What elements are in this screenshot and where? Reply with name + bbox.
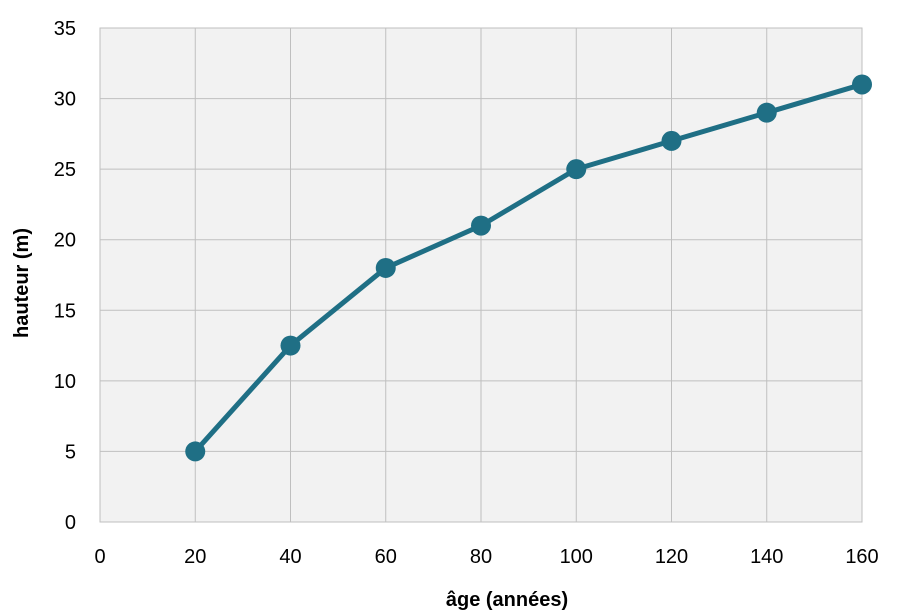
series-line [192,81,865,454]
x-axis-ticks: 0 20 40 60 80 100 120 140 160 [94,546,878,568]
x-tick-label: 80 [470,546,492,568]
x-tick-label: 20 [184,546,206,568]
x-tick-label: 0 [94,546,105,568]
y-tick-label: 15 [54,300,76,322]
x-tick-label: 160 [845,546,878,568]
y-tick-label: 5 [65,441,76,463]
y-tick-label: 20 [54,230,76,252]
data-point [756,102,777,123]
data-point [661,130,682,151]
data-point [471,215,491,236]
data-series [185,74,872,462]
data-point [280,335,301,356]
data-point [375,257,396,278]
data-point [852,74,872,95]
x-tick-label: 40 [279,546,301,568]
y-tick-label: 30 [54,89,76,111]
y-tick-label: 35 [54,18,76,40]
x-tick-label: 100 [560,546,593,568]
x-axis-title: âge (années) [446,589,568,611]
y-axis-title: hauteur (m) [11,228,33,338]
x-tick-label: 60 [375,546,397,568]
y-tick-label: 10 [54,371,76,393]
data-point [185,441,206,462]
data-point [566,159,587,180]
x-tick-label: 140 [750,546,783,568]
gridlines [99,27,863,523]
x-tick-label: 120 [655,546,688,568]
y-tick-label: 0 [65,512,76,534]
y-axis-ticks: 0 5 10 15 20 25 30 35 [54,18,76,534]
y-tick-label: 25 [54,159,76,181]
